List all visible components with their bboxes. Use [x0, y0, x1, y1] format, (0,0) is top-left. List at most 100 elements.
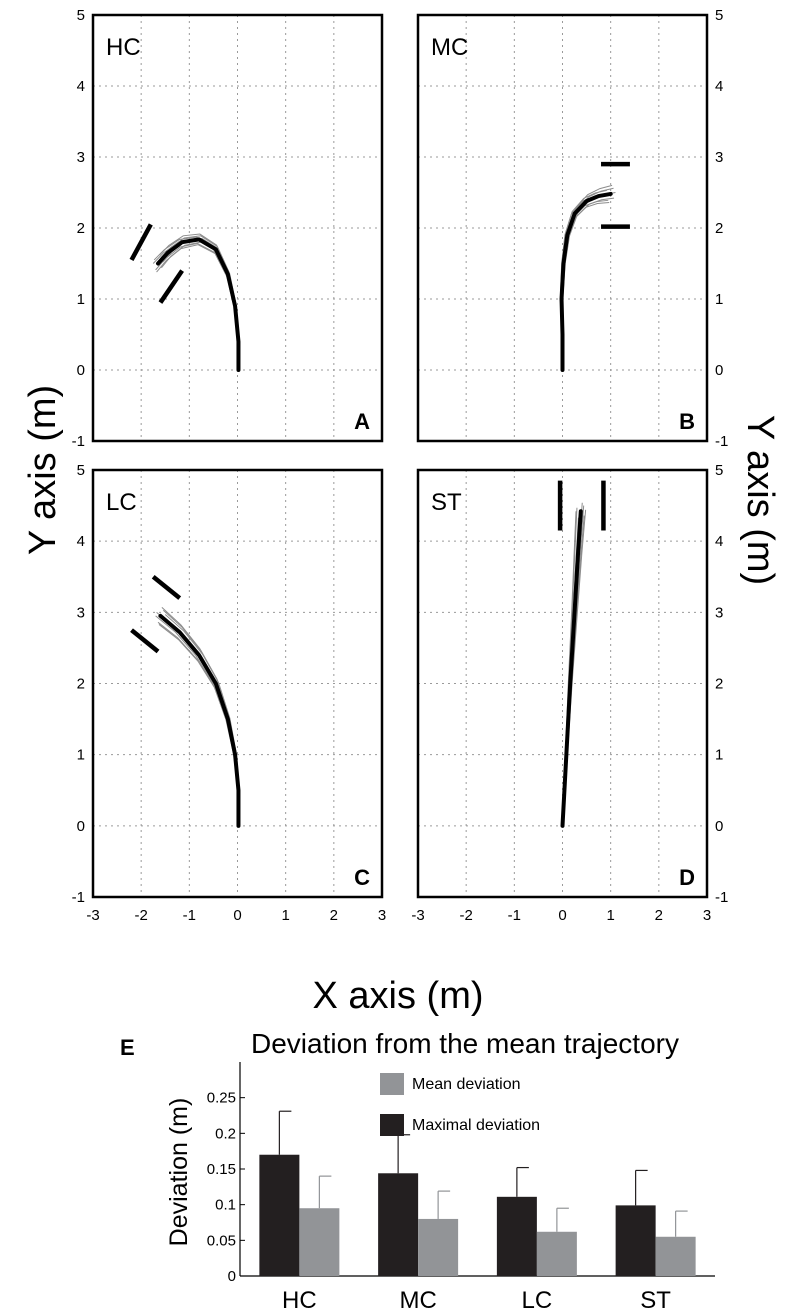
x-tick-label: -2	[134, 907, 147, 924]
bar-maximal	[259, 1154, 300, 1276]
gate-marker	[158, 269, 184, 304]
condition-label: MC	[431, 34, 468, 61]
y-tick-label: 0	[77, 818, 85, 835]
y-tick-label: 5	[77, 462, 85, 479]
y-tick-label: 1	[715, 747, 723, 764]
trial-trajectory	[562, 192, 616, 371]
panel-frame	[91, 13, 384, 443]
condition-label: LC	[106, 489, 137, 516]
y-tick-label: 0	[715, 362, 723, 379]
y-tick-label: 5	[715, 7, 723, 24]
y-tick-label: 0.25	[207, 1090, 236, 1107]
panel-letter: D	[679, 865, 695, 890]
x-tick-label: 0	[558, 907, 566, 924]
y-tick-label: -1	[72, 889, 85, 906]
x-tick-label: 2	[655, 907, 663, 924]
y-tick-label: 4	[715, 533, 723, 550]
mean-trajectory	[158, 613, 241, 828]
y-tick-label: 4	[77, 78, 85, 95]
x-tick-label: -1	[508, 907, 521, 924]
gate-marker	[151, 574, 182, 600]
y-tick-label: 2	[715, 220, 723, 237]
y-tick-label: 0.05	[207, 1232, 236, 1249]
panel-frame	[91, 468, 384, 899]
trial-trajectory	[559, 193, 606, 371]
condition-label: HC	[106, 34, 141, 61]
trial-trajectory	[561, 187, 614, 371]
condition-label: ST	[431, 489, 462, 516]
y-tick-label: -1	[72, 433, 85, 450]
x-tick-label: -1	[183, 907, 196, 924]
panel-frame	[416, 13, 709, 443]
category-label: ST	[640, 1287, 671, 1314]
x-tick-label: 3	[703, 907, 711, 924]
bar-maximal	[496, 1196, 537, 1276]
x-axis-title: X axis (m)	[313, 975, 484, 1017]
bar-maximal	[378, 1173, 419, 1276]
y-tick-label: 0	[715, 818, 723, 835]
y-tick-label: 1	[77, 291, 85, 308]
bar-mean	[418, 1218, 459, 1276]
trial-trajectory	[156, 244, 239, 371]
trial-trajectory	[155, 242, 239, 371]
x-tick-label: 2	[330, 907, 338, 924]
mean-trajectory	[156, 237, 241, 372]
bar-mean	[655, 1236, 696, 1276]
trial-trajectory	[161, 241, 240, 371]
y-tick-label: 4	[715, 78, 723, 95]
y-tick-label: 0	[77, 362, 85, 379]
gate-marker	[129, 223, 153, 262]
y-axis-title-right: Y axis (m)	[739, 415, 781, 585]
x-tick-label: -3	[86, 907, 99, 924]
trajectory-panels: HC A -1 0 1 2 3 4 5 MC B -1 0 1 2 3 4 5 LC C -1 0 1 2 3 4 5 -3 -2 -1 0…	[72, 7, 729, 924]
x-tick-label: -3	[411, 907, 424, 924]
y-tick-label: 1	[77, 747, 85, 764]
panel-frame	[416, 468, 709, 899]
y-tick-label: 3	[715, 604, 723, 621]
trial-trajectory	[162, 237, 240, 371]
bar-chart-y-label: Deviation (m)	[165, 1098, 193, 1247]
y-tick-label: 5	[77, 7, 85, 24]
y-tick-label: 1	[715, 291, 723, 308]
legend-swatch	[380, 1073, 404, 1095]
category-label: LC	[522, 1287, 553, 1314]
legend-label: Mean deviation	[412, 1076, 521, 1093]
x-tick-label: 0	[233, 907, 241, 924]
y-tick-label: 5	[715, 462, 723, 479]
legend-label: Maximal deviation	[412, 1117, 540, 1134]
y-tick-label: 3	[77, 604, 85, 621]
category-label: MC	[399, 1287, 436, 1314]
y-tick-label: -1	[715, 889, 728, 906]
y-axis-title-left: Y axis (m)	[22, 385, 64, 555]
y-tick-label: 4	[77, 533, 85, 550]
y-tick-label: 2	[77, 676, 85, 693]
y-tick-label: 0.2	[215, 1125, 236, 1142]
y-tick-label: 3	[77, 149, 85, 166]
x-tick-label: 3	[378, 907, 386, 924]
panel-e-letter: E	[120, 1035, 135, 1060]
gate-marker	[130, 628, 160, 654]
bar-mean	[299, 1208, 340, 1276]
bar-chart-title: Deviation from the mean trajectory	[251, 1028, 679, 1059]
bar-maximal	[615, 1205, 656, 1276]
panel-d: ST D -1 0 1 2 3 4 5 -3 -2 -1 0 1 2 3	[411, 462, 728, 924]
deviation-bar-chart: 0 0.05 0.1 0.15 0.2 0.25 HC MC LC ST Mean deviatio…	[207, 1062, 715, 1314]
trial-trajectory	[561, 184, 613, 371]
x-tick-label: 1	[281, 907, 289, 924]
x-tick-label: 1	[606, 907, 614, 924]
trial-trajectory	[560, 189, 607, 371]
panel-c: LC C -1 0 1 2 3 4 5 -3 -2 -1 0 1 2 3	[72, 462, 387, 924]
panel-b: MC B -1 0 1 2 3 4 5	[416, 7, 728, 450]
y-tick-label: 2	[77, 220, 85, 237]
y-tick-label: -1	[715, 433, 728, 450]
y-tick-label: 0.15	[207, 1161, 236, 1178]
category-label: HC	[282, 1287, 317, 1314]
panel-letter: C	[354, 865, 370, 890]
y-tick-label: 3	[715, 149, 723, 166]
x-tick-label: -2	[459, 907, 472, 924]
y-tick-label: 0	[228, 1268, 236, 1285]
mean-trajectory	[560, 509, 583, 828]
y-tick-label: 0.1	[215, 1197, 236, 1214]
y-tick-label: 2	[715, 676, 723, 693]
